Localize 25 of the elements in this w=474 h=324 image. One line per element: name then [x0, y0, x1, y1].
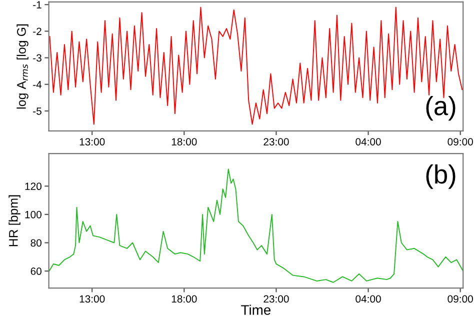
x-tick-label: 18:00 — [172, 138, 197, 146]
y-tick-label: -1 — [33, 1, 42, 8]
y-tick-label: -3 — [33, 54, 42, 62]
x-tick-label: 18:00 — [172, 295, 197, 303]
x-tick-label: 23:00 — [264, 138, 289, 146]
annotation: (b) — [426, 164, 456, 189]
x-tick-label: 09:00 — [448, 138, 473, 146]
x-tick-label: 13:00 — [80, 138, 105, 146]
x-tick-label: 13:00 — [80, 295, 105, 303]
x-axis-title: Time — [241, 304, 271, 315]
y-tick-label: 100 — [25, 210, 42, 218]
y-tick-label: -2 — [33, 28, 42, 35]
y-tick-label: 80 — [30, 239, 42, 247]
y-tick-label: 60 — [30, 268, 42, 275]
x-tick-label: 04:00 — [356, 295, 381, 303]
y-axis-title: log A$_{rms}$ [log G] — [16, 24, 28, 109]
x-tick-label: 23:00 — [264, 295, 289, 303]
y-tick-label: -5 — [33, 108, 42, 115]
x-tick-label: 09:00 — [448, 295, 473, 303]
y-tick-label: 120 — [25, 182, 42, 190]
y-tick-label: -4 — [33, 80, 42, 88]
line-series — [49, 6, 463, 125]
y-axis-title: HR [bpm] — [8, 195, 20, 246]
x-tick-label: 04:00 — [356, 138, 381, 146]
annotation: (a) — [426, 96, 456, 121]
